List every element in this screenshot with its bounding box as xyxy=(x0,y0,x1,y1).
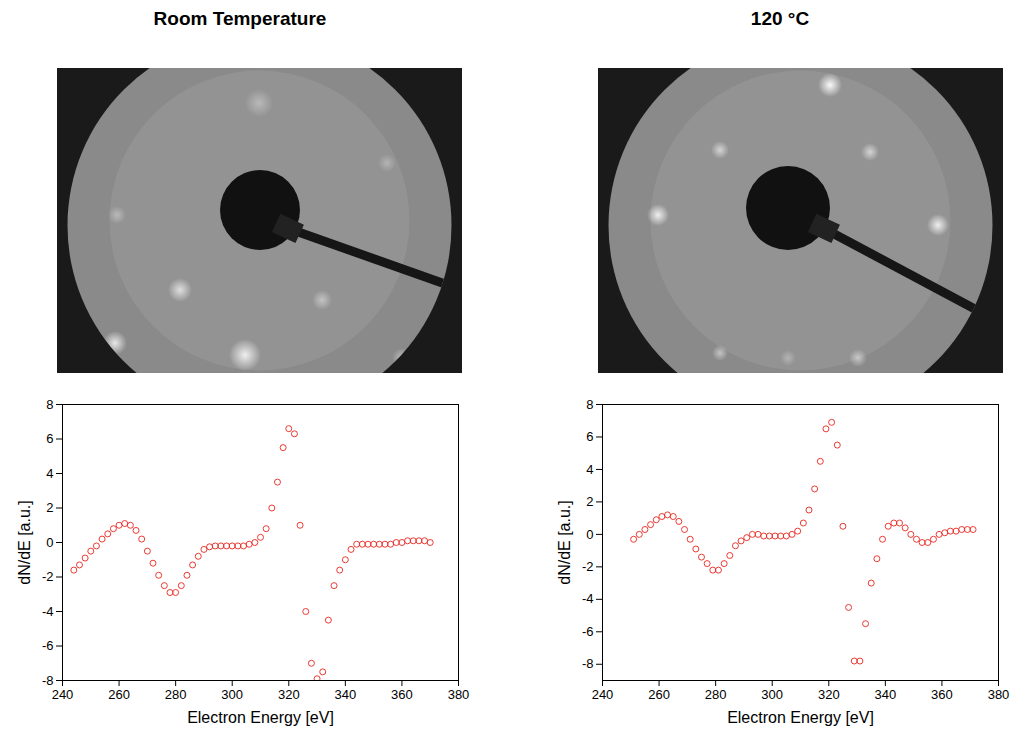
svg-text:6: 6 xyxy=(586,429,593,444)
svg-text:320: 320 xyxy=(818,687,840,702)
svg-text:0: 0 xyxy=(586,527,593,542)
svg-text:8: 8 xyxy=(46,397,53,412)
svg-text:380: 380 xyxy=(448,687,470,702)
html-text:120 °C: 120 °C xyxy=(750,8,810,29)
svg-text:260: 260 xyxy=(108,687,130,702)
svg-text:Electron Energy [eV]: Electron Energy [eV] xyxy=(187,709,334,726)
svg-text:dN/dE [a.u.]: dN/dE [a.u.] xyxy=(556,500,573,585)
svg-text:-4: -4 xyxy=(582,591,594,606)
svg-text:340: 340 xyxy=(875,687,897,702)
svg-text:-6: -6 xyxy=(582,624,594,639)
svg-text:0: 0 xyxy=(46,535,53,550)
svg-text:360: 360 xyxy=(391,687,413,702)
svg-text:280: 280 xyxy=(705,687,727,702)
svg-text:380: 380 xyxy=(988,687,1010,702)
svg-text:280: 280 xyxy=(165,687,187,702)
svg-text:-8: -8 xyxy=(582,656,594,671)
svg-text:4: 4 xyxy=(586,462,593,477)
svg-text:300: 300 xyxy=(761,687,783,702)
svg-text:2: 2 xyxy=(586,494,593,509)
svg-text:300: 300 xyxy=(221,687,243,702)
svg-text:-2: -2 xyxy=(42,569,54,584)
svg-text:Electron Energy [eV]: Electron Energy [eV] xyxy=(727,709,874,726)
svg-text:4: 4 xyxy=(46,466,53,481)
svg-text:240: 240 xyxy=(52,687,74,702)
svg-text:-2: -2 xyxy=(582,559,594,574)
svg-text:320: 320 xyxy=(278,687,300,702)
svg-text:-4: -4 xyxy=(42,604,54,619)
svg-text:360: 360 xyxy=(931,687,953,702)
svg-text:260: 260 xyxy=(648,687,670,702)
svg-text:2: 2 xyxy=(46,500,53,515)
svg-text:6: 6 xyxy=(46,431,53,446)
svg-text:-8: -8 xyxy=(42,673,54,688)
svg-text:340: 340 xyxy=(335,687,357,702)
svg-text:dN/dE [a.u.]: dN/dE [a.u.] xyxy=(16,500,33,585)
svg-text:-6: -6 xyxy=(42,638,54,653)
svg-text:8: 8 xyxy=(586,397,593,412)
svg-text:240: 240 xyxy=(592,687,614,702)
html-text:Room Temperature: Room Temperature xyxy=(153,8,327,29)
